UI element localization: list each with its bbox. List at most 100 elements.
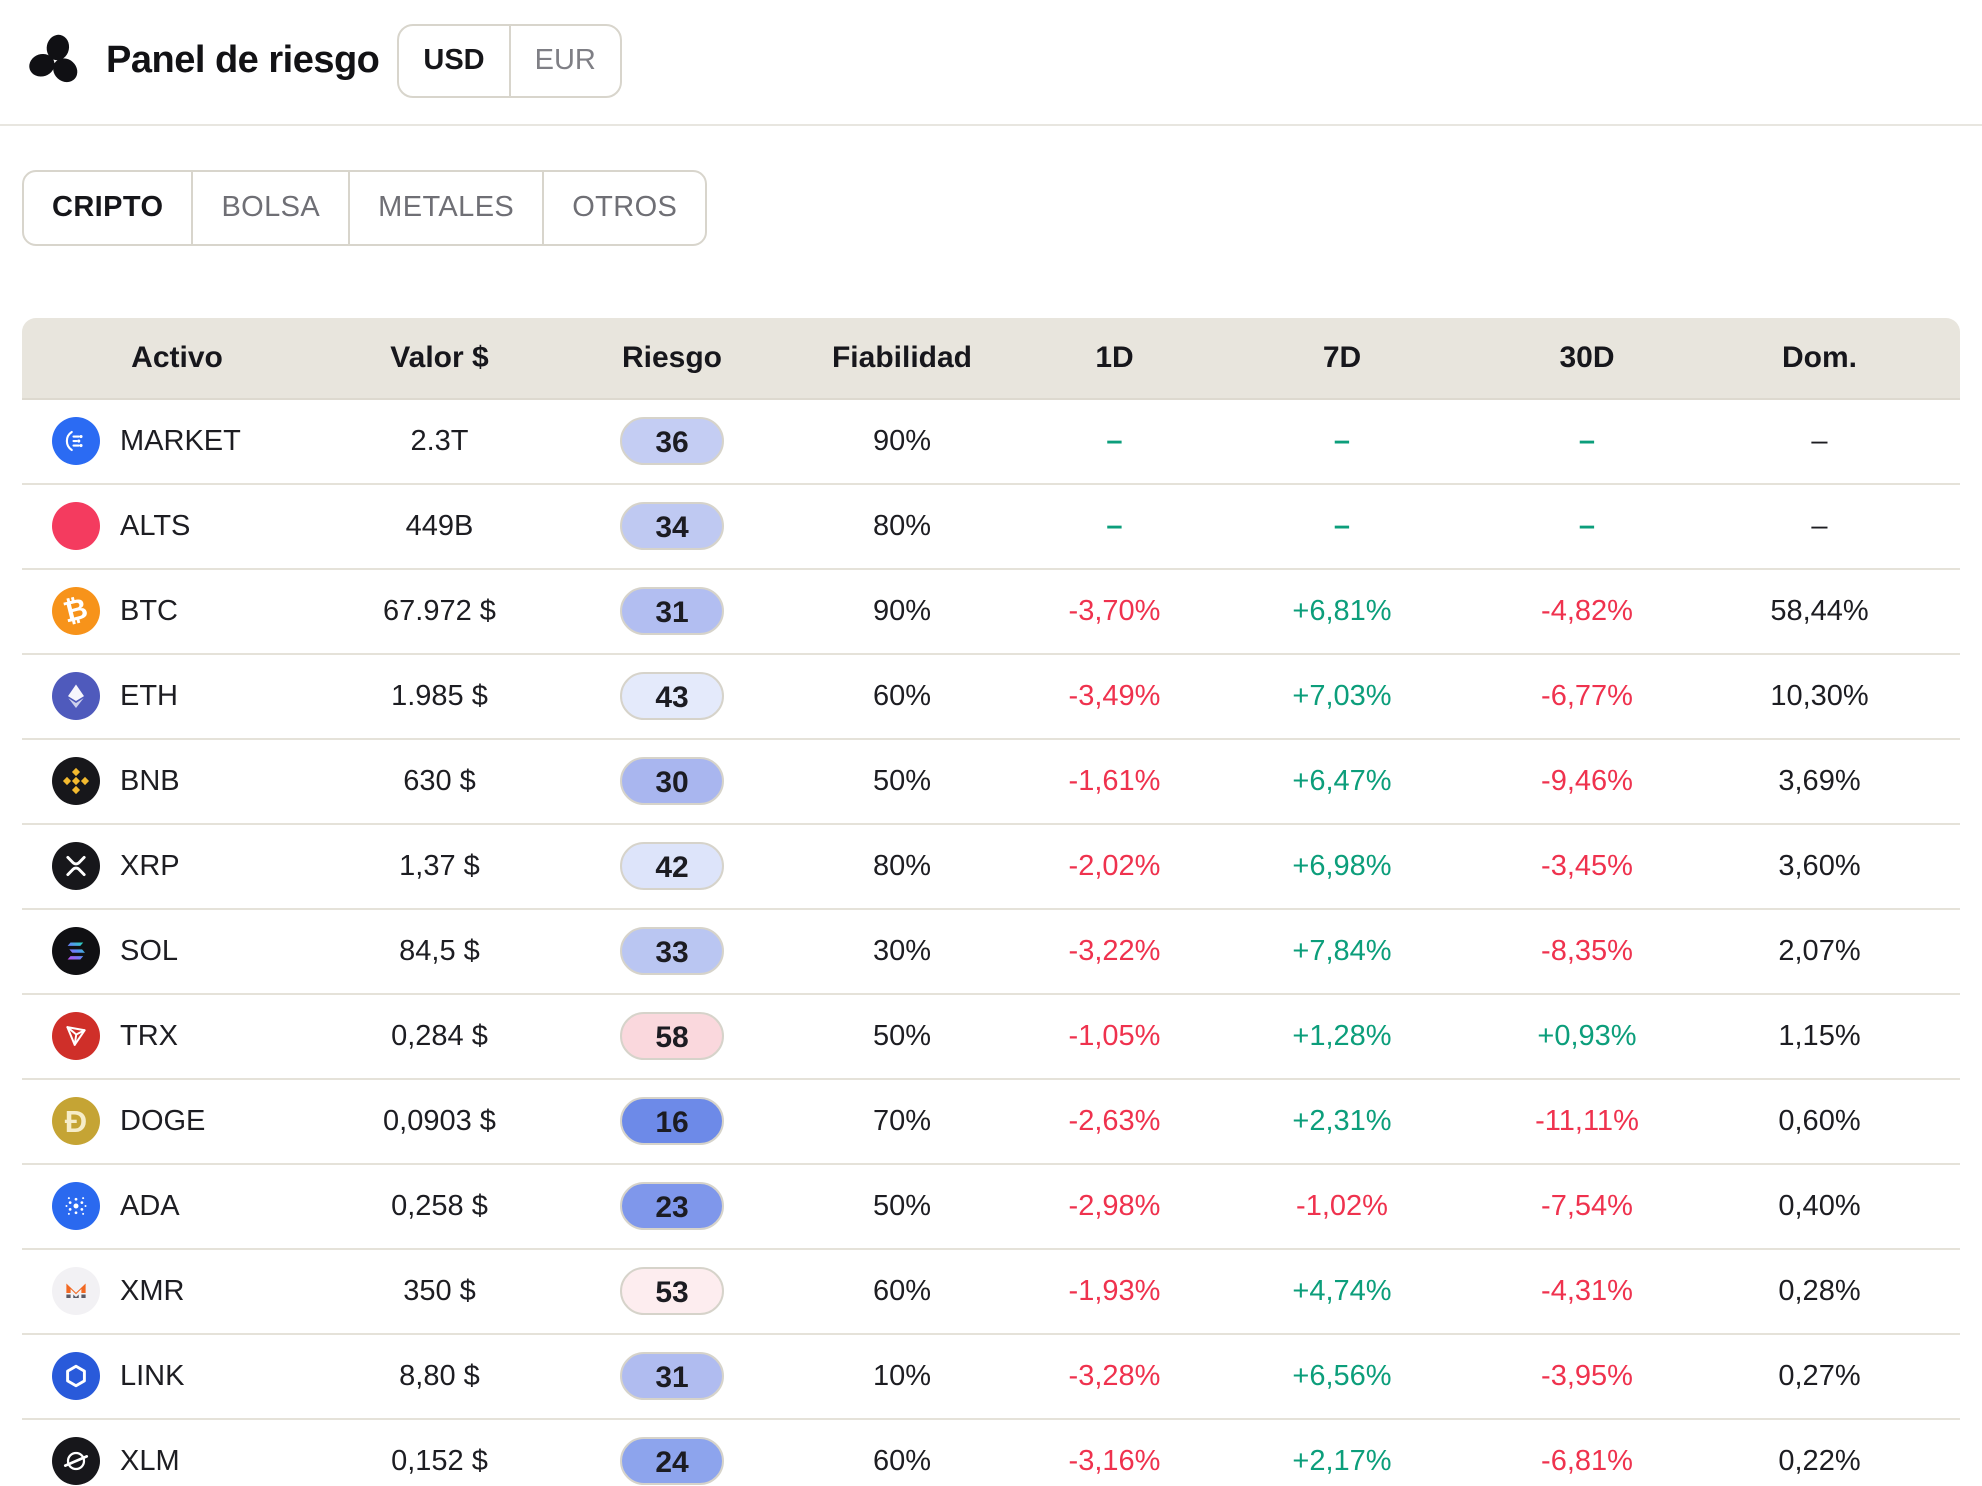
change-30d-cell: -3,95% — [1462, 1360, 1712, 1393]
table-row: MARKET 2.3T 36 90% – – – – — [22, 400, 1960, 485]
risk-cell: 42 — [547, 842, 797, 890]
change-7d-cell: +6,98% — [1222, 850, 1462, 883]
risk-badge: 33 — [620, 927, 724, 975]
change-7d-cell: – — [1222, 510, 1462, 543]
change-7d-cell: – — [1222, 425, 1462, 458]
risk-cell: 36 — [547, 417, 797, 465]
table-row: TRX 0,284 $ 58 50% -1,05% +1,28% +0,93% … — [22, 995, 1960, 1080]
risk-badge: 31 — [620, 1352, 724, 1400]
risk-badge: 30 — [620, 757, 724, 805]
change-7d-cell: +7,03% — [1222, 680, 1462, 713]
change-30d-cell: – — [1462, 510, 1712, 543]
change-30d-cell: +0,93% — [1462, 1020, 1712, 1053]
value-cell: 8,80 $ — [332, 1360, 547, 1393]
column-header-valor: Valor $ — [332, 341, 547, 375]
table-body: MARKET 2.3T 36 90% – – – – ALTS 449B 34 … — [22, 400, 1960, 1486]
change-1d-cell: -3,70% — [1007, 595, 1222, 628]
category-tabs: CRIPTO BOLSA METALES OTROS — [22, 170, 707, 246]
eth-icon — [52, 672, 100, 720]
risk-cell: 31 — [547, 1352, 797, 1400]
xmr-icon — [52, 1267, 100, 1315]
asset-name: SOL — [120, 935, 178, 968]
asset-name: XMR — [120, 1275, 184, 1308]
asset-cell: Ð DOGE — [22, 1097, 332, 1145]
asset-name: ALTS — [120, 510, 190, 543]
asset-cell: ADA — [22, 1182, 332, 1230]
reliability-cell: 50% — [797, 1190, 1007, 1223]
page-title: Panel de riesgo — [106, 39, 379, 82]
asset-name: BTC — [120, 595, 178, 628]
change-7d-cell: +2,31% — [1222, 1105, 1462, 1138]
dominance-cell: 0,27% — [1712, 1360, 1927, 1393]
risk-cell: 31 — [547, 587, 797, 635]
risk-badge: 34 — [620, 502, 724, 550]
table-row: XRP 1,37 $ 42 80% -2,02% +6,98% -3,45% 3… — [22, 825, 1960, 910]
asset-name: TRX — [120, 1020, 178, 1053]
risk-cell: 16 — [547, 1097, 797, 1145]
risk-cell: 23 — [547, 1182, 797, 1230]
table-header-row: Activo Valor $ Riesgo Fiabilidad 1D 7D 3… — [22, 318, 1960, 400]
value-cell: 0,152 $ — [332, 1445, 547, 1478]
change-7d-cell: +6,81% — [1222, 595, 1462, 628]
dominance-cell: 1,15% — [1712, 1020, 1927, 1053]
asset-cell: MARKET — [22, 417, 332, 465]
reliability-cell: 90% — [797, 425, 1007, 458]
table-row: XMR 350 $ 53 60% -1,93% +4,74% -4,31% 0,… — [22, 1250, 1960, 1335]
risk-badge: 36 — [620, 417, 724, 465]
value-cell: 0,258 $ — [332, 1190, 547, 1223]
change-1d-cell: -1,93% — [1007, 1275, 1222, 1308]
table-row: ₿ BTC 67.972 $ 31 90% -3,70% +6,81% -4,8… — [22, 570, 1960, 655]
asset-name: XRP — [120, 850, 180, 883]
change-30d-cell: -6,81% — [1462, 1445, 1712, 1478]
currency-option-eur[interactable]: EUR — [509, 26, 620, 96]
value-cell: 1.985 $ — [332, 680, 547, 713]
value-cell: 630 $ — [332, 765, 547, 798]
change-1d-cell: – — [1007, 425, 1222, 458]
change-7d-cell: +6,47% — [1222, 765, 1462, 798]
dominance-cell: 0,40% — [1712, 1190, 1927, 1223]
value-cell: 0,0903 $ — [332, 1105, 547, 1138]
bnb-icon — [52, 757, 100, 805]
sol-icon — [52, 927, 100, 975]
link-icon — [52, 1352, 100, 1400]
value-cell: 449B — [332, 510, 547, 543]
tab-metales[interactable]: METALES — [348, 172, 542, 244]
asset-name: LINK — [120, 1360, 184, 1393]
change-30d-cell: – — [1462, 425, 1712, 458]
change-1d-cell: -1,05% — [1007, 1020, 1222, 1053]
table-row: XLM 0,152 $ 24 60% -3,16% +2,17% -6,81% … — [22, 1420, 1960, 1486]
risk-badge: 42 — [620, 842, 724, 890]
risk-cell: 53 — [547, 1267, 797, 1315]
column-header-riesgo: Riesgo — [547, 341, 797, 375]
dominance-cell: 0,60% — [1712, 1105, 1927, 1138]
dominance-cell: 0,22% — [1712, 1445, 1927, 1478]
dominance-cell: 3,60% — [1712, 850, 1927, 883]
value-cell: 0,284 $ — [332, 1020, 547, 1053]
column-header-fiabilidad: Fiabilidad — [797, 341, 1007, 375]
category-tabs-wrap: CRIPTO BOLSA METALES OTROS — [22, 170, 1982, 246]
tab-otros[interactable]: OTROS — [542, 172, 705, 244]
asset-cell: TRX — [22, 1012, 332, 1060]
change-30d-cell: -7,54% — [1462, 1190, 1712, 1223]
change-30d-cell: -4,82% — [1462, 595, 1712, 628]
dominance-cell: 0,28% — [1712, 1275, 1927, 1308]
change-1d-cell: -3,22% — [1007, 935, 1222, 968]
tab-cripto[interactable]: CRIPTO — [24, 172, 191, 244]
asset-cell: XRP — [22, 842, 332, 890]
tab-bolsa[interactable]: BOLSA — [191, 172, 348, 244]
table-row: ADA 0,258 $ 23 50% -2,98% -1,02% -7,54% … — [22, 1165, 1960, 1250]
column-header-activo: Activo — [22, 341, 332, 375]
change-7d-cell: +4,74% — [1222, 1275, 1462, 1308]
value-cell: 1,37 $ — [332, 850, 547, 883]
change-1d-cell: -3,28% — [1007, 1360, 1222, 1393]
column-header-1d: 1D — [1007, 341, 1222, 375]
currency-option-usd[interactable]: USD — [399, 26, 508, 96]
change-30d-cell: -3,45% — [1462, 850, 1712, 883]
doge-icon: Ð — [52, 1097, 100, 1145]
reliability-cell: 50% — [797, 1020, 1007, 1053]
risk-badge: 43 — [620, 672, 724, 720]
reliability-cell: 60% — [797, 1275, 1007, 1308]
risk-badge: 23 — [620, 1182, 724, 1230]
xrp-icon — [52, 842, 100, 890]
column-header-7d: 7D — [1222, 341, 1462, 375]
